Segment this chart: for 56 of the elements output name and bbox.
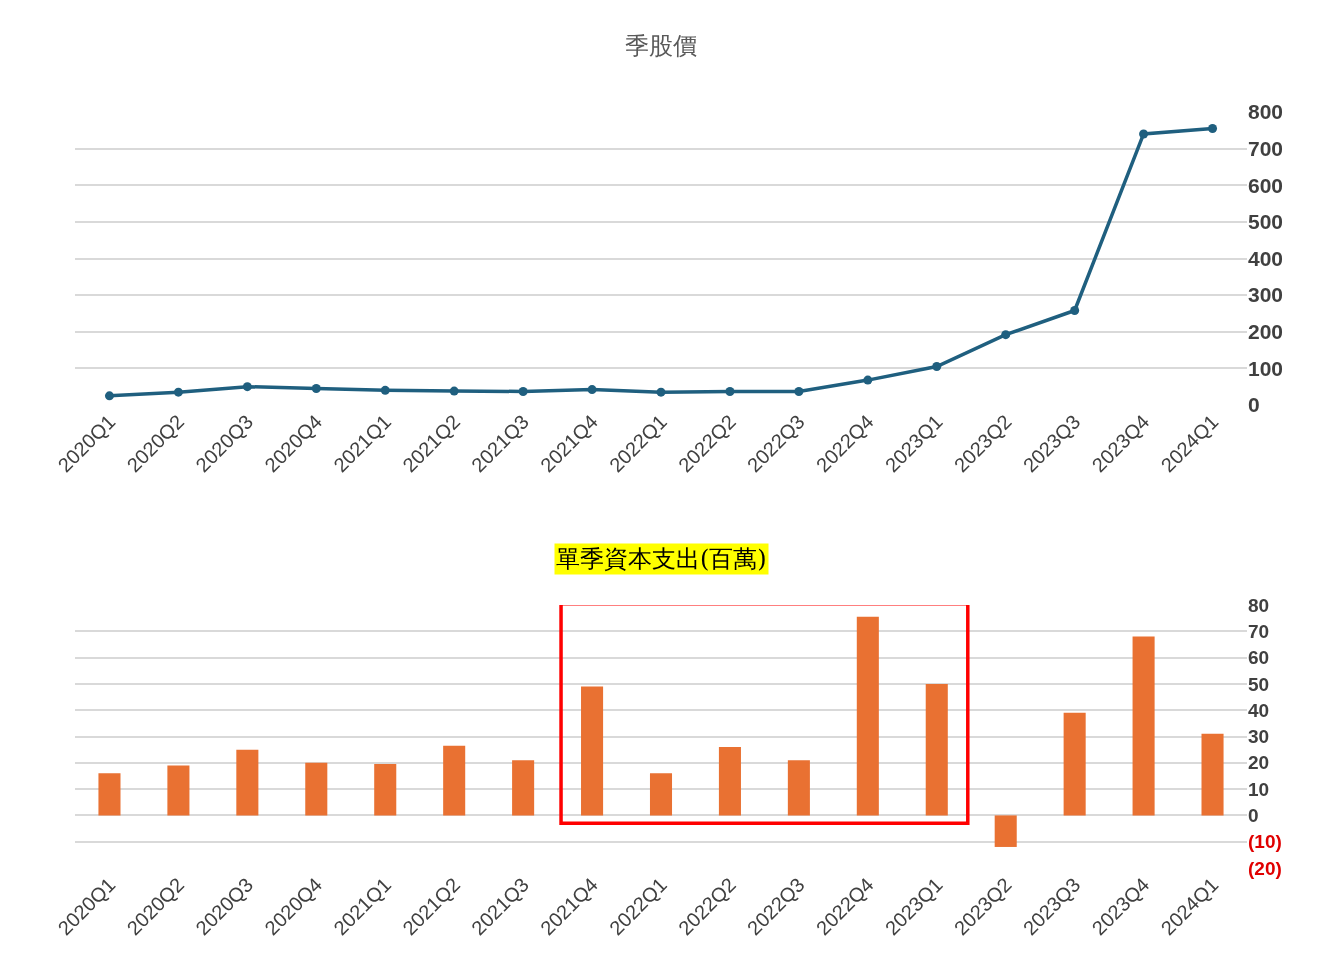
y-tick-label: 400 xyxy=(1248,246,1284,270)
y-tick-label: 80 xyxy=(1248,594,1270,616)
point xyxy=(1070,306,1080,316)
point xyxy=(725,386,735,396)
y-tick-label: 500 xyxy=(1248,210,1284,234)
bar xyxy=(718,747,741,816)
point xyxy=(449,386,459,396)
point xyxy=(932,362,942,372)
y-tick-label: 0 xyxy=(1248,805,1259,827)
point xyxy=(863,375,873,385)
bar xyxy=(512,760,535,816)
y-tick-label: 50 xyxy=(1248,673,1270,695)
bar xyxy=(649,773,673,816)
bar xyxy=(581,686,604,816)
y-tick-label: 300 xyxy=(1248,283,1284,307)
y-tick-label: 100 xyxy=(1248,356,1284,380)
y-tick-label: 0 xyxy=(1248,393,1260,417)
bar xyxy=(443,745,466,816)
point xyxy=(104,391,114,401)
y-tick-label: 200 xyxy=(1248,320,1284,344)
bar xyxy=(994,815,1017,847)
point xyxy=(242,382,252,392)
bar xyxy=(305,762,328,816)
bar xyxy=(856,616,879,816)
point xyxy=(1208,123,1218,133)
y-tick-label: 70 xyxy=(1248,620,1270,642)
y-tick-label: 30 xyxy=(1248,726,1270,748)
y-tick-label: 10 xyxy=(1248,778,1270,800)
y-tick-label: 40 xyxy=(1248,699,1270,721)
bar xyxy=(925,683,948,816)
point xyxy=(794,386,804,396)
y-tick-label: 800 xyxy=(1248,100,1284,124)
y-tick-label: (20) xyxy=(1248,857,1282,879)
point xyxy=(518,386,528,396)
chart-title: 單季資本支出(百萬) xyxy=(556,545,767,573)
bar xyxy=(1063,712,1086,816)
point xyxy=(380,385,390,395)
point xyxy=(311,384,321,394)
point xyxy=(173,387,183,397)
bar xyxy=(787,760,810,816)
bar xyxy=(1132,636,1155,816)
bar xyxy=(1201,733,1224,816)
point xyxy=(587,385,597,395)
bar xyxy=(236,749,259,816)
y-tick-label: (10) xyxy=(1248,831,1282,853)
y-tick-label: 60 xyxy=(1248,647,1270,669)
y-tick-label: 600 xyxy=(1248,173,1284,197)
point xyxy=(1139,129,1149,139)
bar xyxy=(374,764,397,816)
bar xyxy=(98,773,121,816)
bar xyxy=(167,765,190,816)
chart-title: 季股價 xyxy=(625,32,697,60)
point xyxy=(656,387,666,397)
y-tick-label: 700 xyxy=(1248,136,1284,160)
point xyxy=(1001,330,1011,340)
y-tick-label: 20 xyxy=(1248,752,1270,774)
